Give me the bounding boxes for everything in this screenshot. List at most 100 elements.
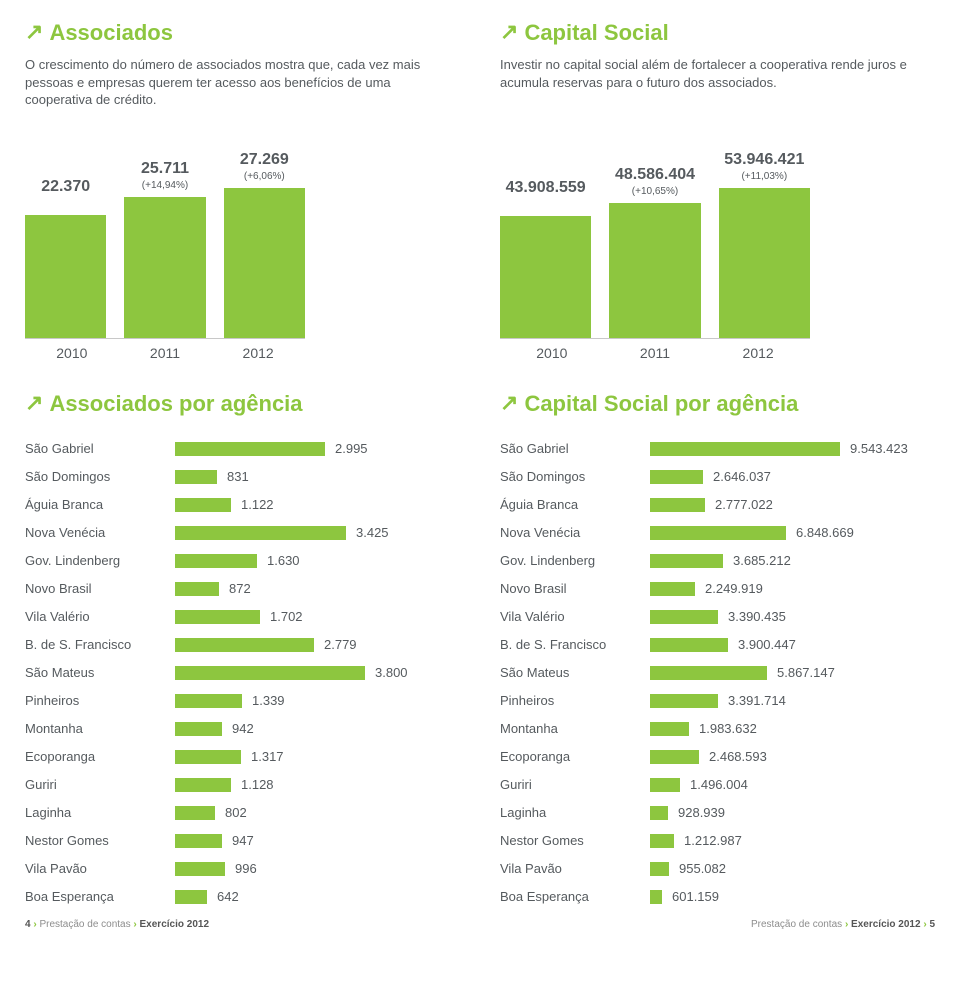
agency-name: Laginha [25,805,165,820]
agency-bar-area: 1.496.004 [650,777,935,792]
agency-bar [175,722,222,736]
agency-bar [175,610,260,624]
associados-intro: O crescimento do número de associados mo… [25,56,445,109]
agency-row: Laginha802 [25,799,460,827]
agency-bar [175,526,346,540]
agency-row: Nova Venécia6.848.669 [500,519,935,547]
agency-bar [650,470,703,484]
agency-name: Montanha [25,721,165,736]
associados-x-labels: 201020112012 [25,345,305,361]
agency-row: Gov. Lindenberg1.630 [25,547,460,575]
bar-value-label: 27.269 [240,151,289,169]
bar-sub-label [64,198,67,209]
capital-x-labels: 201020112012 [500,345,810,361]
agency-value: 1.496.004 [690,777,748,792]
agency-bar-area: 3.391.714 [650,693,935,708]
agency-bar-area: 3.425 [175,525,460,540]
agency-bar-area: 947 [175,833,460,848]
agency-bar [650,638,728,652]
bar-sub-label: (+14,94%) [142,180,188,191]
agency-row: Montanha 942 [25,715,460,743]
agency-row: Pinheiros 3.391.714 [500,687,935,715]
capital-title: ↗ Capital Social [500,20,935,46]
agency-bar [175,806,215,820]
agency-value: 3.390.435 [728,609,786,624]
agency-bar [650,694,718,708]
agency-bar [650,806,668,820]
agency-bar [650,498,705,512]
agency-name: São Mateus [500,665,640,680]
agency-name: Vila Valério [25,609,165,624]
agency-bar-area: 996 [175,861,460,876]
bar: 43.908.559 [500,179,591,338]
agency-bar [650,610,718,624]
bar-sub-label: (+10,65%) [632,186,678,197]
agency-value: 1.122 [241,497,274,512]
agency-row: Novo Brasil872 [25,575,460,603]
agency-bar-area: 1.983.632 [650,721,935,736]
agency-name: Montanha [500,721,640,736]
capital-ag-title: ↗ Capital Social por agência [500,391,935,417]
agency-bar [650,582,695,596]
agency-name: Águia Branca [500,497,640,512]
agency-name: Vila Valério [500,609,640,624]
associados-ag-title-text: Associados por agência [49,391,302,417]
agency-value: 9.543.423 [850,441,908,456]
agency-bar [175,582,219,596]
agency-name: Nova Venécia [25,525,165,540]
arrow-icon: ↗ [25,19,43,45]
agency-name: São Domingos [500,469,640,484]
agency-name: Nestor Gomes [25,833,165,848]
agency-value: 955.082 [679,861,726,876]
agency-value: 642 [217,889,239,904]
arrow-icon: ↗ [500,390,518,416]
capital-title-text: Capital Social [524,20,668,46]
capital-ag-list: São Gabriel9.543.423São Domingos2.646.03… [500,435,935,911]
agency-name: Pinheiros [500,693,640,708]
agency-value: 3.391.714 [728,693,786,708]
agency-bar-area: 1.339 [175,693,460,708]
bar-value-label: 43.908.559 [506,179,586,197]
associados-ag-list: São Gabriel2.995São Domingos831Águia Bra… [25,435,460,911]
agency-value: 3.425 [356,525,389,540]
agency-bar-area: 2.646.037 [650,469,935,484]
agency-name: Vila Pavão [25,861,165,876]
agency-bar-area: 928.939 [650,805,935,820]
agency-value: 1.317 [251,749,284,764]
agency-row: Boa Esperança601.159 [500,883,935,911]
agency-row: São Domingos 2.646.037 [500,463,935,491]
footer: 4 › Prestação de contas › Exercício 2012… [25,919,935,930]
agency-bar [175,862,225,876]
agency-bar-area: 1.317 [175,749,460,764]
agency-name: Nestor Gomes [500,833,640,848]
agency-row: Vila Pavão955.082 [500,855,935,883]
agency-value: 1.212.987 [684,833,742,848]
agency-value: 1.128 [241,777,274,792]
agency-name: Boa Esperança [500,889,640,904]
agency-bar [175,750,241,764]
agency-bar-area: 1.702 [175,609,460,624]
agency-row: Águia Branca1.122 [25,491,460,519]
bar: 22.370 [25,178,106,338]
agency-bar-area: 1.128 [175,777,460,792]
agency-value: 1.702 [270,609,303,624]
agency-value: 1.630 [267,553,300,568]
footer-label2: Exercício 2012 [140,919,210,930]
x-label: 2010 [536,345,567,361]
agency-value: 2.777.022 [715,497,773,512]
agency-name: Gov. Lindenberg [500,553,640,568]
agency-bar [175,778,231,792]
agency-bar-area: 2.779 [175,637,460,652]
agency-name: B. de S. Francisco [500,637,640,652]
bar-rect [500,216,591,338]
agency-row: Nestor Gomes 1.212.987 [500,827,935,855]
agency-name: Pinheiros [25,693,165,708]
agency-bar-area: 3.800 [175,665,460,680]
agency-bar-area: 1.122 [175,497,460,512]
agency-bar [650,750,699,764]
agency-value: 947 [232,833,254,848]
bar: 27.269(+6,06%) [224,151,305,338]
bar: 25.711(+14,94%) [124,160,205,338]
agency-bar-area: 942 [175,721,460,736]
associados-title: ↗ Associados [25,20,460,46]
